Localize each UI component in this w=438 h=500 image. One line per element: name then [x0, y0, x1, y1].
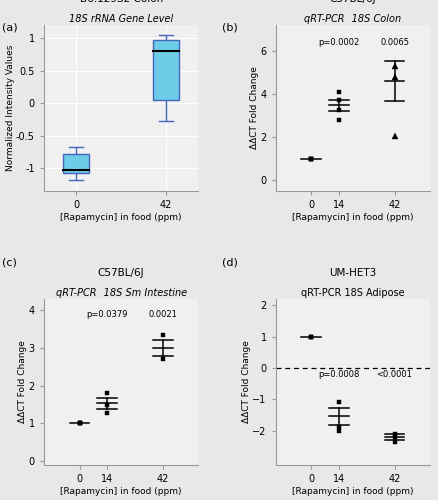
- Title: qRT-PCR   18S Sm Intestine: qRT-PCR 18S Sm Intestine: [56, 288, 186, 298]
- Bar: [153, 40, 179, 100]
- Text: C57BL/6J: C57BL/6J: [329, 0, 375, 4]
- Text: B6.129S2 Colon: B6.129S2 Colon: [79, 0, 162, 4]
- Text: 0.0065: 0.0065: [379, 38, 408, 47]
- Text: p=0.0008: p=0.0008: [318, 370, 359, 380]
- Y-axis label: ΔΔCT Fold Change: ΔΔCT Fold Change: [250, 66, 258, 150]
- X-axis label: [Rapamycin] in food (ppm): [Rapamycin] in food (ppm): [60, 487, 181, 496]
- Text: p=0.0379: p=0.0379: [86, 310, 128, 320]
- Bar: [63, 154, 89, 174]
- Title: qRT-PCR   18S Colon: qRT-PCR 18S Colon: [304, 14, 401, 24]
- Text: (b): (b): [221, 22, 237, 32]
- Text: (c): (c): [2, 258, 17, 268]
- Y-axis label: ΔΔCT Fold Change: ΔΔCT Fold Change: [18, 340, 27, 423]
- Title: 18S rRNA Gene Level: 18S rRNA Gene Level: [69, 14, 173, 24]
- Title: qRT-PCR 18S Adipose: qRT-PCR 18S Adipose: [300, 288, 404, 298]
- Y-axis label: ΔΔCT Fold Change: ΔΔCT Fold Change: [241, 340, 251, 423]
- X-axis label: [Rapamycin] in food (ppm): [Rapamycin] in food (ppm): [60, 213, 181, 222]
- Text: UM-HET3: UM-HET3: [328, 268, 376, 278]
- X-axis label: [Rapamycin] in food (ppm): [Rapamycin] in food (ppm): [292, 213, 413, 222]
- Text: p=0.0002: p=0.0002: [318, 38, 359, 47]
- X-axis label: [Rapamycin] in food (ppm): [Rapamycin] in food (ppm): [292, 487, 413, 496]
- Text: 0.0021: 0.0021: [148, 310, 177, 320]
- Text: (d): (d): [221, 258, 237, 268]
- Text: (a): (a): [2, 22, 18, 32]
- Text: C57BL/6J: C57BL/6J: [98, 268, 144, 278]
- Y-axis label: Normalized Intensity Values: Normalized Intensity Values: [6, 45, 14, 171]
- Text: <0.0001: <0.0001: [376, 370, 412, 380]
